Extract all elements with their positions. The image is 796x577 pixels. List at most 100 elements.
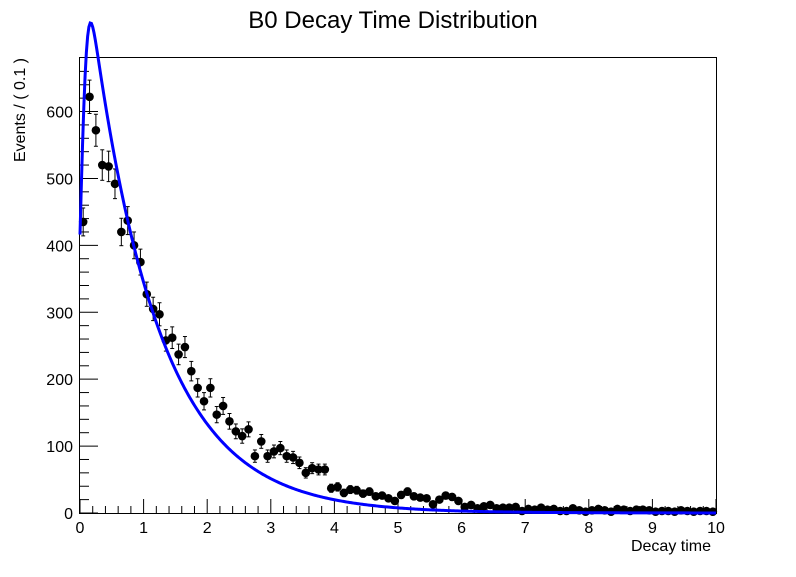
data-marker [454, 496, 463, 506]
data-marker [301, 468, 311, 478]
data-marker [466, 500, 476, 510]
data-point [498, 503, 508, 512]
data-marker [511, 502, 520, 512]
data-marker [428, 500, 438, 509]
data-point [212, 406, 222, 424]
data-marker [320, 465, 330, 474]
y-tick-label: 0 [64, 506, 73, 523]
data-point [85, 79, 94, 114]
data-point [301, 467, 311, 479]
data-point [225, 412, 234, 430]
data-point [428, 500, 438, 509]
y-tick-label: 400 [46, 238, 73, 255]
data-point [314, 463, 323, 476]
chart-title: B0 Decay Time Distribution [248, 7, 537, 34]
y-tick-label: 100 [46, 439, 73, 456]
y-tick-label: 500 [46, 171, 73, 188]
data-point [180, 336, 190, 359]
data-marker [218, 401, 228, 411]
data-marker [396, 490, 406, 500]
data-point [269, 444, 279, 459]
data-point [346, 485, 355, 495]
data-point [505, 503, 514, 512]
data-marker [237, 431, 247, 441]
data-marker [346, 485, 355, 494]
data-point [511, 502, 520, 512]
data-point [199, 392, 209, 411]
data-point [155, 302, 164, 327]
data-marker [117, 227, 126, 237]
data-point [320, 463, 330, 476]
data-marker [498, 503, 508, 512]
data-marker [231, 427, 241, 436]
x-tick-label: 8 [584, 520, 593, 537]
data-marker [403, 487, 412, 496]
data-marker [276, 443, 285, 453]
data-point [390, 496, 400, 506]
data-point [403, 487, 412, 496]
data-point [352, 485, 361, 495]
data-point [250, 449, 260, 463]
data-point [187, 360, 196, 382]
fit-curve [78, 21, 716, 515]
data-point [447, 492, 457, 502]
data-point [422, 493, 431, 503]
data-marker [225, 417, 234, 426]
x-tick-label: 4 [330, 520, 339, 537]
data-marker [435, 495, 444, 504]
data-marker [339, 488, 349, 498]
data-point [409, 491, 419, 501]
data-marker [447, 492, 457, 502]
data-marker [505, 503, 514, 512]
x-tick-label: 2 [203, 520, 212, 537]
data-marker [333, 482, 342, 492]
fit-curve-group [78, 21, 716, 515]
data-point [174, 343, 183, 366]
data-points [78, 79, 718, 516]
data-point [288, 450, 298, 465]
x-tick-label: 0 [76, 520, 85, 537]
y-axis-label: Events / ( 0.1 ) [12, 58, 29, 162]
data-point [167, 326, 177, 350]
data-point [466, 500, 476, 510]
data-point [485, 500, 495, 510]
x-tick-label: 9 [648, 520, 657, 537]
data-point [365, 487, 374, 496]
data-marker [352, 485, 361, 495]
data-marker [110, 179, 120, 189]
data-marker [187, 366, 196, 376]
data-marker [206, 383, 215, 393]
data-point [435, 495, 444, 504]
data-marker [104, 162, 113, 171]
data-marker [91, 125, 101, 135]
data-marker [295, 458, 304, 468]
data-marker [415, 493, 425, 502]
data-point [237, 428, 247, 444]
data-point [117, 217, 126, 247]
data-point [193, 378, 202, 398]
data-point [218, 396, 228, 415]
x-tick-label: 10 [707, 520, 725, 537]
y-tick-label: 200 [46, 372, 73, 389]
data-point [256, 433, 266, 449]
data-point [295, 456, 304, 470]
data-marker [365, 487, 374, 496]
data-point [396, 490, 406, 500]
data-marker [390, 496, 400, 506]
data-point [104, 150, 113, 183]
data-point [244, 421, 253, 438]
data-point [384, 493, 393, 503]
data-point [231, 423, 241, 440]
data-marker [174, 350, 183, 359]
data-marker [314, 465, 323, 474]
x-tick-label: 5 [394, 520, 403, 537]
data-marker [485, 500, 495, 510]
data-marker [155, 309, 164, 319]
data-marker [371, 491, 381, 501]
data-marker [250, 451, 260, 461]
y-tick-label: 300 [46, 305, 73, 322]
data-point [276, 441, 285, 456]
data-point [263, 449, 272, 463]
